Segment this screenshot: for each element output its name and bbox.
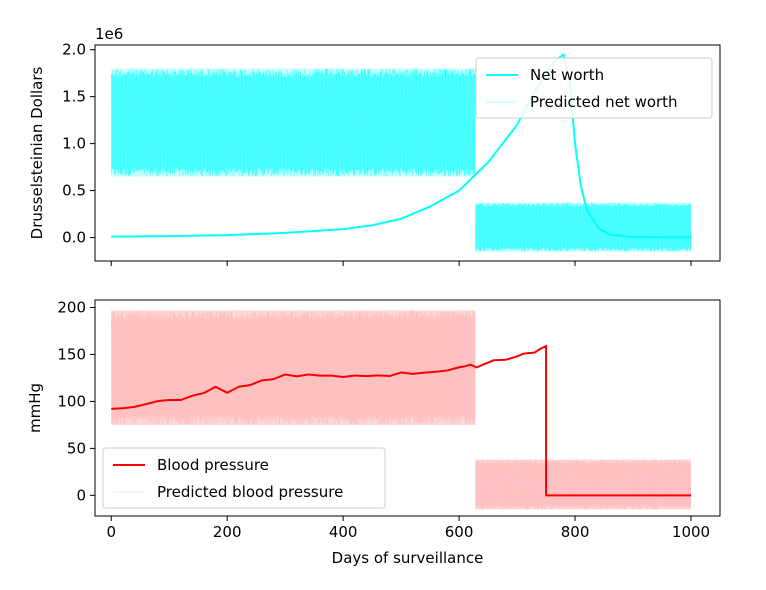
x-tick-label: 200 <box>213 523 242 541</box>
legend-box <box>102 447 386 509</box>
band-noise-1 <box>111 68 476 177</box>
y-tick-label: 150 <box>57 345 86 363</box>
series-predicted-blood-pressure <box>111 310 692 510</box>
series-blood-pressure-line <box>111 344 692 497</box>
band-noise-2 <box>475 459 692 510</box>
y-tick-label: 0.0 <box>62 229 86 247</box>
chart-panel-2: 0 200 400 600 800 1000 0 50 100 150 200 mmHg Days of… <box>26 299 721 567</box>
series-predicted-net-worth <box>111 68 692 252</box>
y-tick-label: 1.0 <box>62 135 86 153</box>
y-tick-label: 100 <box>57 392 86 410</box>
legend-label-1: Blood pressure <box>157 456 269 474</box>
x-axis-label: Days of surveillance <box>332 549 484 567</box>
x-tick-label: 1000 <box>672 523 710 541</box>
x-tick-label: 400 <box>329 523 358 541</box>
x-tick-label: 0 <box>106 523 116 541</box>
legend: Blood pressure Predicted blood pressure <box>102 447 386 509</box>
band-noise-2 <box>475 202 692 252</box>
plot-area <box>111 53 692 252</box>
y-tick-label: 0 <box>76 486 86 504</box>
x-axis: 0 200 400 600 800 1000 <box>106 516 710 541</box>
legend-box <box>475 57 713 119</box>
y-tick-label: 0.5 <box>62 182 86 200</box>
plot-area <box>111 310 692 510</box>
axes-frame <box>94 44 721 262</box>
legend-label-2: Predicted net worth <box>530 93 678 111</box>
y-axis: 0 50 100 150 200 <box>57 299 95 504</box>
x-tick-label: 600 <box>445 523 474 541</box>
y-tick-label: 200 <box>57 299 86 317</box>
axes-frame <box>94 299 721 517</box>
band-noise-1 <box>111 310 476 425</box>
legend-label-1: Net worth <box>530 66 604 84</box>
y-tick-label: 50 <box>67 439 86 457</box>
y-axis-label: mmHg <box>26 383 44 433</box>
y-axis: 0.0 0.5 1.0 1.5 2.0 <box>62 41 95 247</box>
x-tick-label: 800 <box>561 523 590 541</box>
y-tick-label: 2.0 <box>62 41 86 59</box>
legend-label-2: Predicted blood pressure <box>157 483 343 501</box>
chart-panel-1: 0.0 0.5 1.0 1.5 2.0 Drusselsteinian Dollars 1e… <box>28 25 721 266</box>
legend: Net worth Predicted net worth <box>475 57 713 119</box>
y-axis-label: Drusselsteinian Dollars <box>28 66 46 239</box>
y-offset-text: 1e6 <box>95 25 123 43</box>
x-axis <box>110 261 692 266</box>
y-tick-label: 1.5 <box>62 88 86 106</box>
